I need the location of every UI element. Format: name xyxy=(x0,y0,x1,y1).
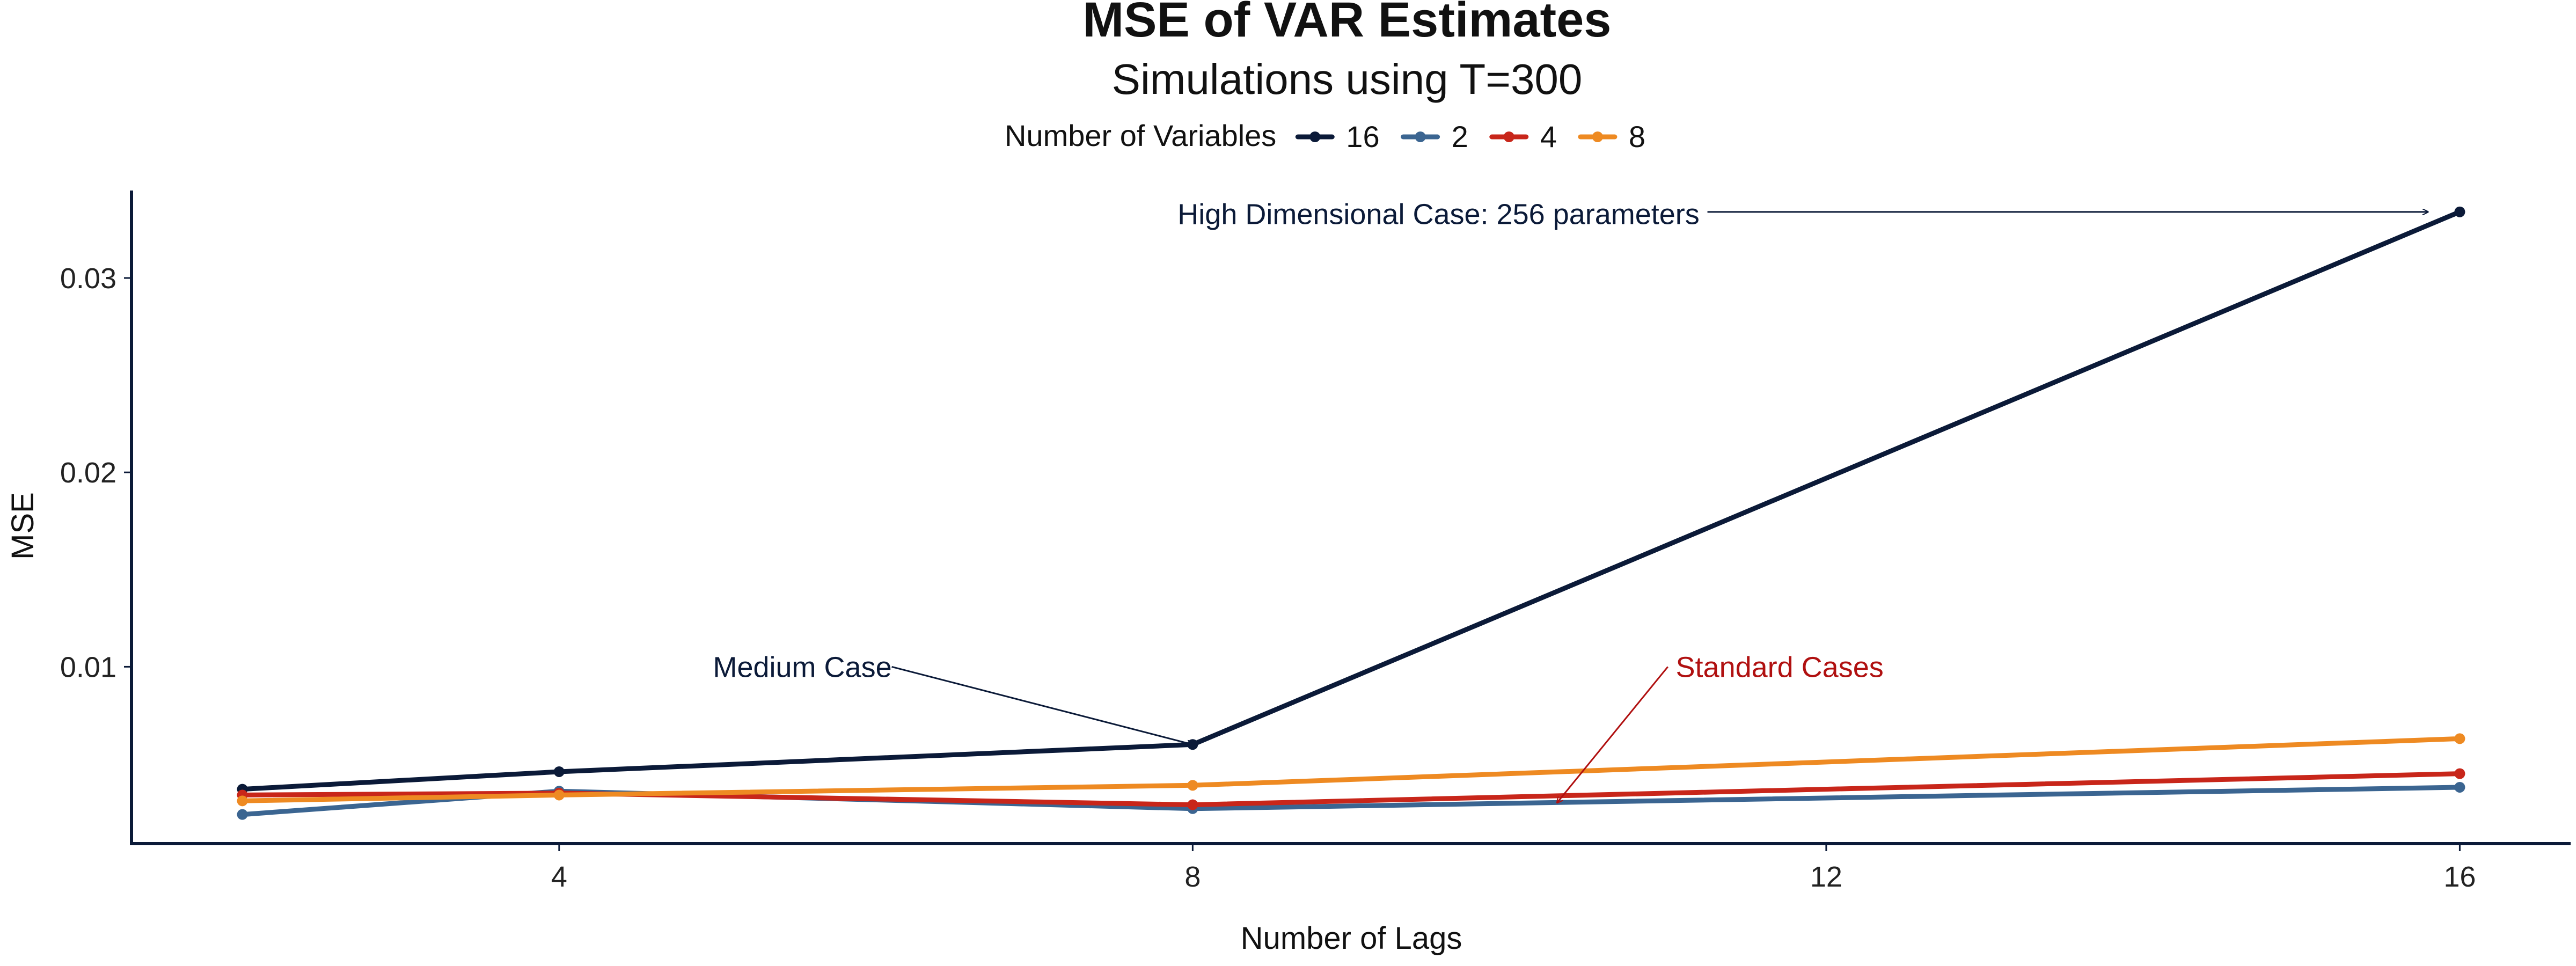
series-line-16 xyxy=(240,209,2462,792)
annotation-arrow xyxy=(891,665,1193,744)
data-point xyxy=(553,789,565,801)
data-point xyxy=(2454,781,2465,793)
x-axis-label: Number of Lags xyxy=(1241,921,1462,956)
y-axis-label: MSE xyxy=(5,492,40,560)
y-ticks: 0.01 0.02 0.03 xyxy=(60,262,131,683)
data-point xyxy=(2454,733,2465,744)
data-point xyxy=(237,795,248,807)
y-tick-label: 0.03 xyxy=(60,262,116,295)
chart-title: MSE of VAR Estimates xyxy=(1083,0,1612,47)
legend-item-4: 4 xyxy=(1489,120,1557,153)
data-point xyxy=(553,766,565,777)
x-ticks: 4 8 12 16 xyxy=(551,844,2476,893)
data-point xyxy=(2454,206,2465,217)
data-point xyxy=(1187,780,1198,791)
series-layer xyxy=(237,206,2465,820)
y-tick-label: 0.02 xyxy=(60,457,116,489)
legend-item-2: 2 xyxy=(1401,120,1468,153)
annotation-text: Medium Case xyxy=(713,651,891,683)
series-16 xyxy=(237,206,2465,795)
legend-item-8: 8 xyxy=(1578,120,1645,153)
legend-label: 16 xyxy=(1346,120,1379,153)
data-point xyxy=(2454,768,2465,779)
legend: Number of Variables 16 2 4 8 xyxy=(1005,119,1645,153)
legend-swatch-dot xyxy=(1592,131,1603,142)
y-tick-label: 0.01 xyxy=(60,651,116,683)
annotation-text: High Dimensional Case: 256 parameters xyxy=(1177,198,1699,230)
x-tick-label: 12 xyxy=(1810,861,1842,893)
legend-swatch-dot xyxy=(1415,131,1426,142)
legend-label: 4 xyxy=(1540,120,1557,153)
x-tick-label: 8 xyxy=(1184,861,1201,893)
legend-item-16: 16 xyxy=(1295,120,1380,153)
data-point xyxy=(237,809,248,820)
annotation: Medium Case xyxy=(713,651,1192,744)
legend-swatch-dot xyxy=(1503,131,1514,142)
chart-subtitle: Simulations using T=300 xyxy=(1112,55,1583,103)
legend-label: 8 xyxy=(1629,120,1645,153)
series-8 xyxy=(237,733,2465,807)
annotation: Standard Cases xyxy=(1557,651,1884,803)
annotation-layer: High Dimensional Case: 256 parameters Med… xyxy=(713,198,2428,802)
x-tick-label: 16 xyxy=(2443,861,2476,893)
legend-title: Number of Variables xyxy=(1005,119,1276,152)
annotation-arrow xyxy=(1557,666,1668,803)
series-line-4 xyxy=(240,771,2462,808)
legend-swatch-dot xyxy=(1309,131,1321,142)
series-line-8 xyxy=(240,736,2462,803)
annotation-text: Standard Cases xyxy=(1676,651,1884,683)
annotation: High Dimensional Case: 256 parameters xyxy=(1177,198,2428,230)
x-tick-label: 4 xyxy=(551,861,567,893)
data-point xyxy=(1187,799,1198,810)
legend-label: 2 xyxy=(1452,120,1468,153)
